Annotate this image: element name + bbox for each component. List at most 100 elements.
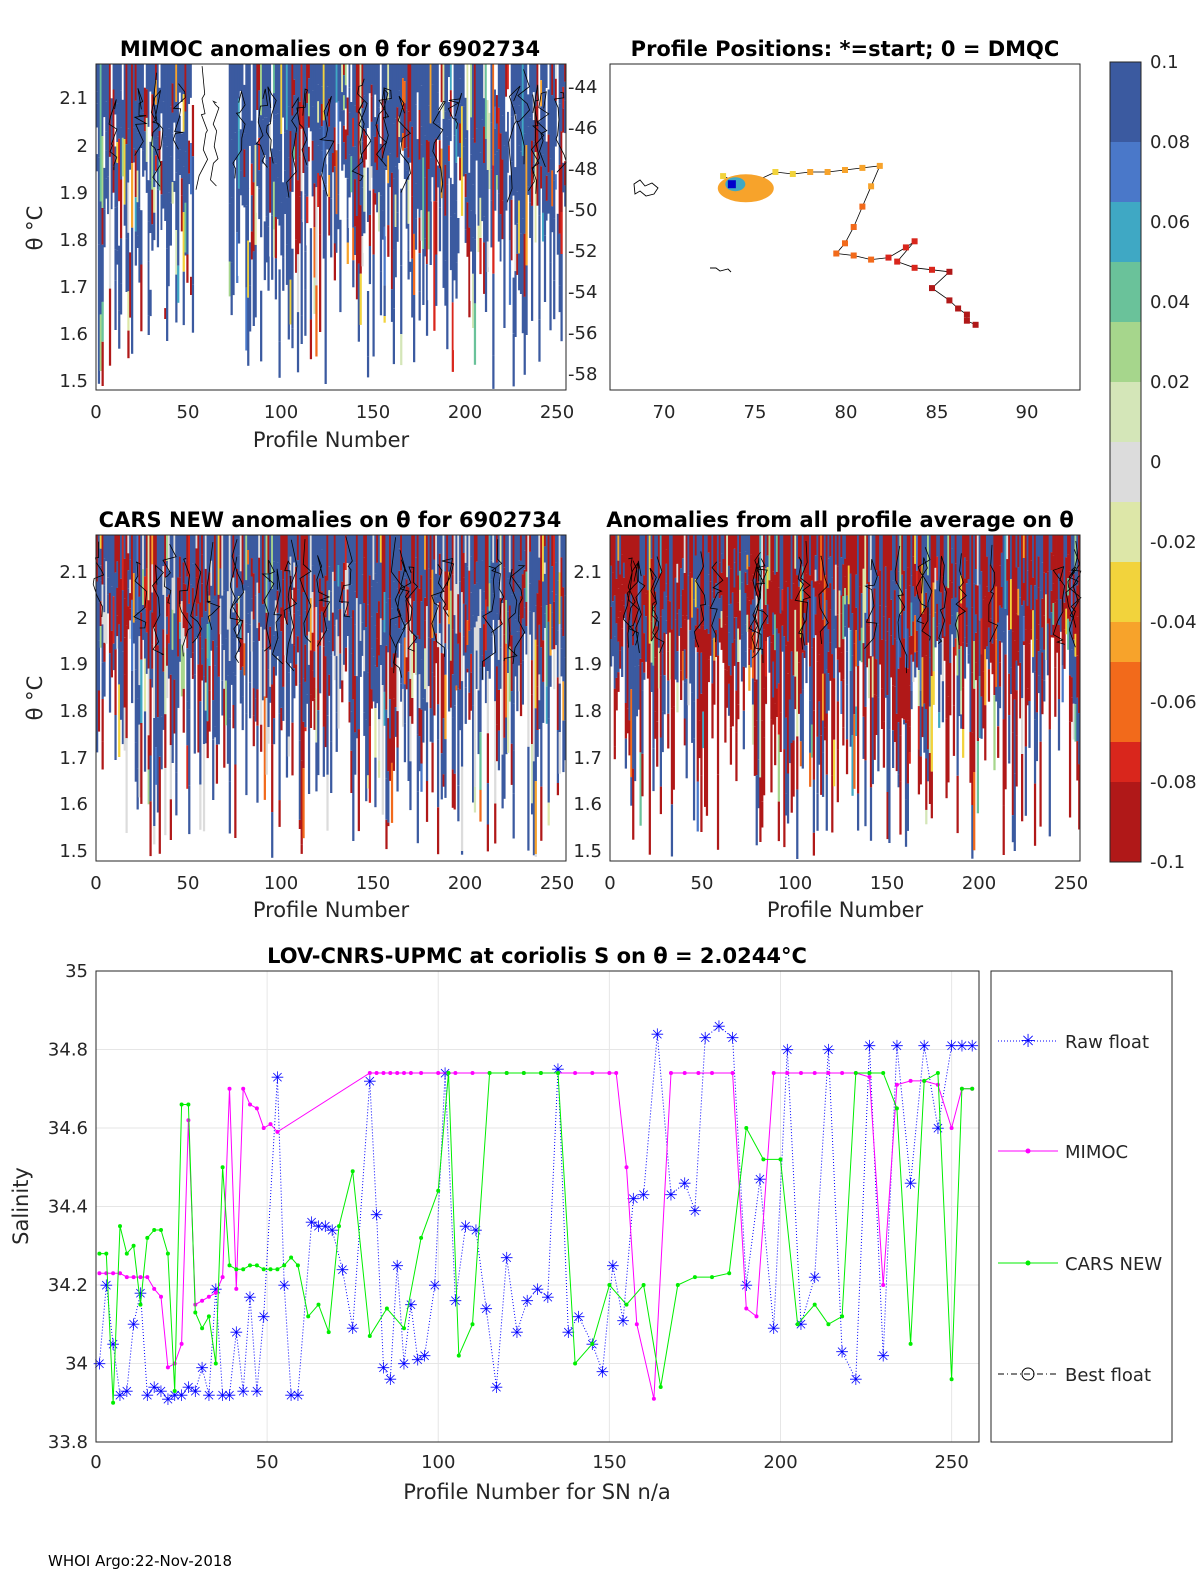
raw-float-point: ✳ <box>469 1221 482 1240</box>
heatmap-cell <box>415 218 417 244</box>
heatmap-cell <box>713 661 715 705</box>
heatmap-cell <box>1028 701 1030 748</box>
heatmap-cell <box>304 727 306 731</box>
series-point-mimoc <box>868 1075 872 1079</box>
colorbar-band <box>1110 822 1141 843</box>
heatmap-cell <box>527 664 529 747</box>
panel1-title: MIMOC anomalies on θ for 6902734 <box>120 37 540 61</box>
raw-float-point: ✳ <box>250 1382 263 1401</box>
heatmap-cell <box>614 747 616 760</box>
heatmap-cell <box>120 239 122 284</box>
heatmap-cell <box>439 231 441 252</box>
heatmap-cell <box>538 215 540 319</box>
ytick: 1.8 <box>59 230 88 251</box>
xtick: 100 <box>778 873 812 894</box>
heatmap-cell <box>717 774 719 850</box>
heatmap-cell <box>964 655 966 679</box>
raw-float-point: ✳ <box>678 1174 691 1193</box>
legend-raw-label: Raw float <box>1065 1032 1149 1053</box>
heatmap-cell <box>461 681 463 767</box>
raw-float-point: ✳ <box>572 1307 585 1326</box>
series-point-cars-new <box>159 1228 163 1232</box>
heatmap-cell <box>411 698 413 724</box>
heatmap-cell <box>349 198 351 229</box>
profile-position-marker <box>859 204 865 210</box>
heatmap-cell <box>673 707 675 790</box>
cbar-tick: 0.06 <box>1150 212 1190 233</box>
heatmap-cell <box>780 712 782 752</box>
heatmap-cell <box>378 719 380 760</box>
series-point-cars-new <box>881 1071 885 1075</box>
series-point-cars-new <box>282 1263 286 1267</box>
series-point-mimoc <box>97 1271 101 1275</box>
series-point-cars-new <box>214 1362 218 1366</box>
heatmap-cell <box>1003 806 1005 855</box>
heatmap-cell <box>144 748 146 772</box>
ytick: -56 <box>568 323 597 344</box>
heatmap-cell <box>953 647 955 705</box>
colorbar-band <box>1110 282 1141 303</box>
heatmap-cell <box>192 64 194 105</box>
series-point-mimoc <box>180 1342 184 1346</box>
series-point-cars-new <box>826 1322 830 1326</box>
heatmap-cell <box>295 664 297 685</box>
heatmap-cell <box>310 228 312 319</box>
xtick: 150 <box>592 1452 626 1473</box>
colorbar-band <box>1110 582 1141 603</box>
heatmap-cell <box>813 638 815 710</box>
heatmap-cell <box>457 218 459 253</box>
colorbar-band <box>1110 762 1141 783</box>
series-point-mimoc <box>166 1365 170 1369</box>
heatmap-cell <box>837 701 839 749</box>
series-point-cars-new <box>471 1322 475 1326</box>
heatmap-cell <box>1063 629 1065 669</box>
heatmap-cell <box>304 290 306 336</box>
heatmap-cell <box>787 774 789 824</box>
raw-float-point: ✳ <box>230 1323 243 1342</box>
series-point-mimoc <box>214 1291 218 1295</box>
series-point-mimoc <box>590 1071 594 1075</box>
heatmap-cell <box>516 693 518 712</box>
heatmap-cell <box>260 237 262 290</box>
heatmap-cell <box>735 733 737 782</box>
heatmap-cell <box>1008 715 1010 761</box>
heatmap-cell <box>275 657 277 675</box>
series-point-mimoc <box>881 1283 885 1287</box>
ytick: 1.7 <box>59 748 88 769</box>
xtick: 80 <box>835 402 858 423</box>
profile-position-marker <box>807 169 813 175</box>
colorbar-band <box>1110 422 1141 443</box>
heatmap-cell <box>625 739 627 769</box>
raw-float-point: ✳ <box>596 1362 609 1381</box>
series-point-cars-new <box>368 1334 372 1338</box>
profile-position-marker <box>964 318 970 324</box>
heatmap-cell <box>778 802 780 842</box>
heatmap-cell <box>255 245 257 318</box>
ytick: 1.5 <box>59 371 88 392</box>
heatmap-cell <box>461 767 463 851</box>
series-point-mimoc <box>269 1122 273 1126</box>
heatmap-cell <box>1004 721 1006 790</box>
cbar-tick: -0.04 <box>1150 612 1197 633</box>
colorbar-band <box>1110 122 1141 143</box>
raw-float-point: ✳ <box>346 1319 359 1338</box>
raw-float-point: ✳ <box>651 1025 664 1044</box>
heatmap-cell <box>192 105 194 156</box>
colorbar-band <box>1110 262 1141 283</box>
panel3-title: CARS NEW anomalies on θ for 6902734 <box>99 508 562 532</box>
colorbar-band <box>1110 382 1141 403</box>
series-point-cars-new <box>200 1326 204 1330</box>
heatmap-cell <box>490 636 492 654</box>
cbar-tick: 0.02 <box>1150 372 1190 393</box>
raw-float-point: ✳ <box>390 1256 403 1275</box>
series-point-mimoc <box>228 1087 232 1091</box>
heatmap-cell <box>1069 722 1071 767</box>
profile-position-marker <box>868 183 874 189</box>
heatmap-cell <box>617 672 619 692</box>
heatmap-cell <box>802 727 804 769</box>
heatmap-cell <box>347 243 349 265</box>
heatmap-cell <box>444 739 446 798</box>
heatmap-cell <box>999 663 1001 687</box>
ytick: 1.5 <box>59 841 88 862</box>
heatmap-cell <box>949 663 951 715</box>
